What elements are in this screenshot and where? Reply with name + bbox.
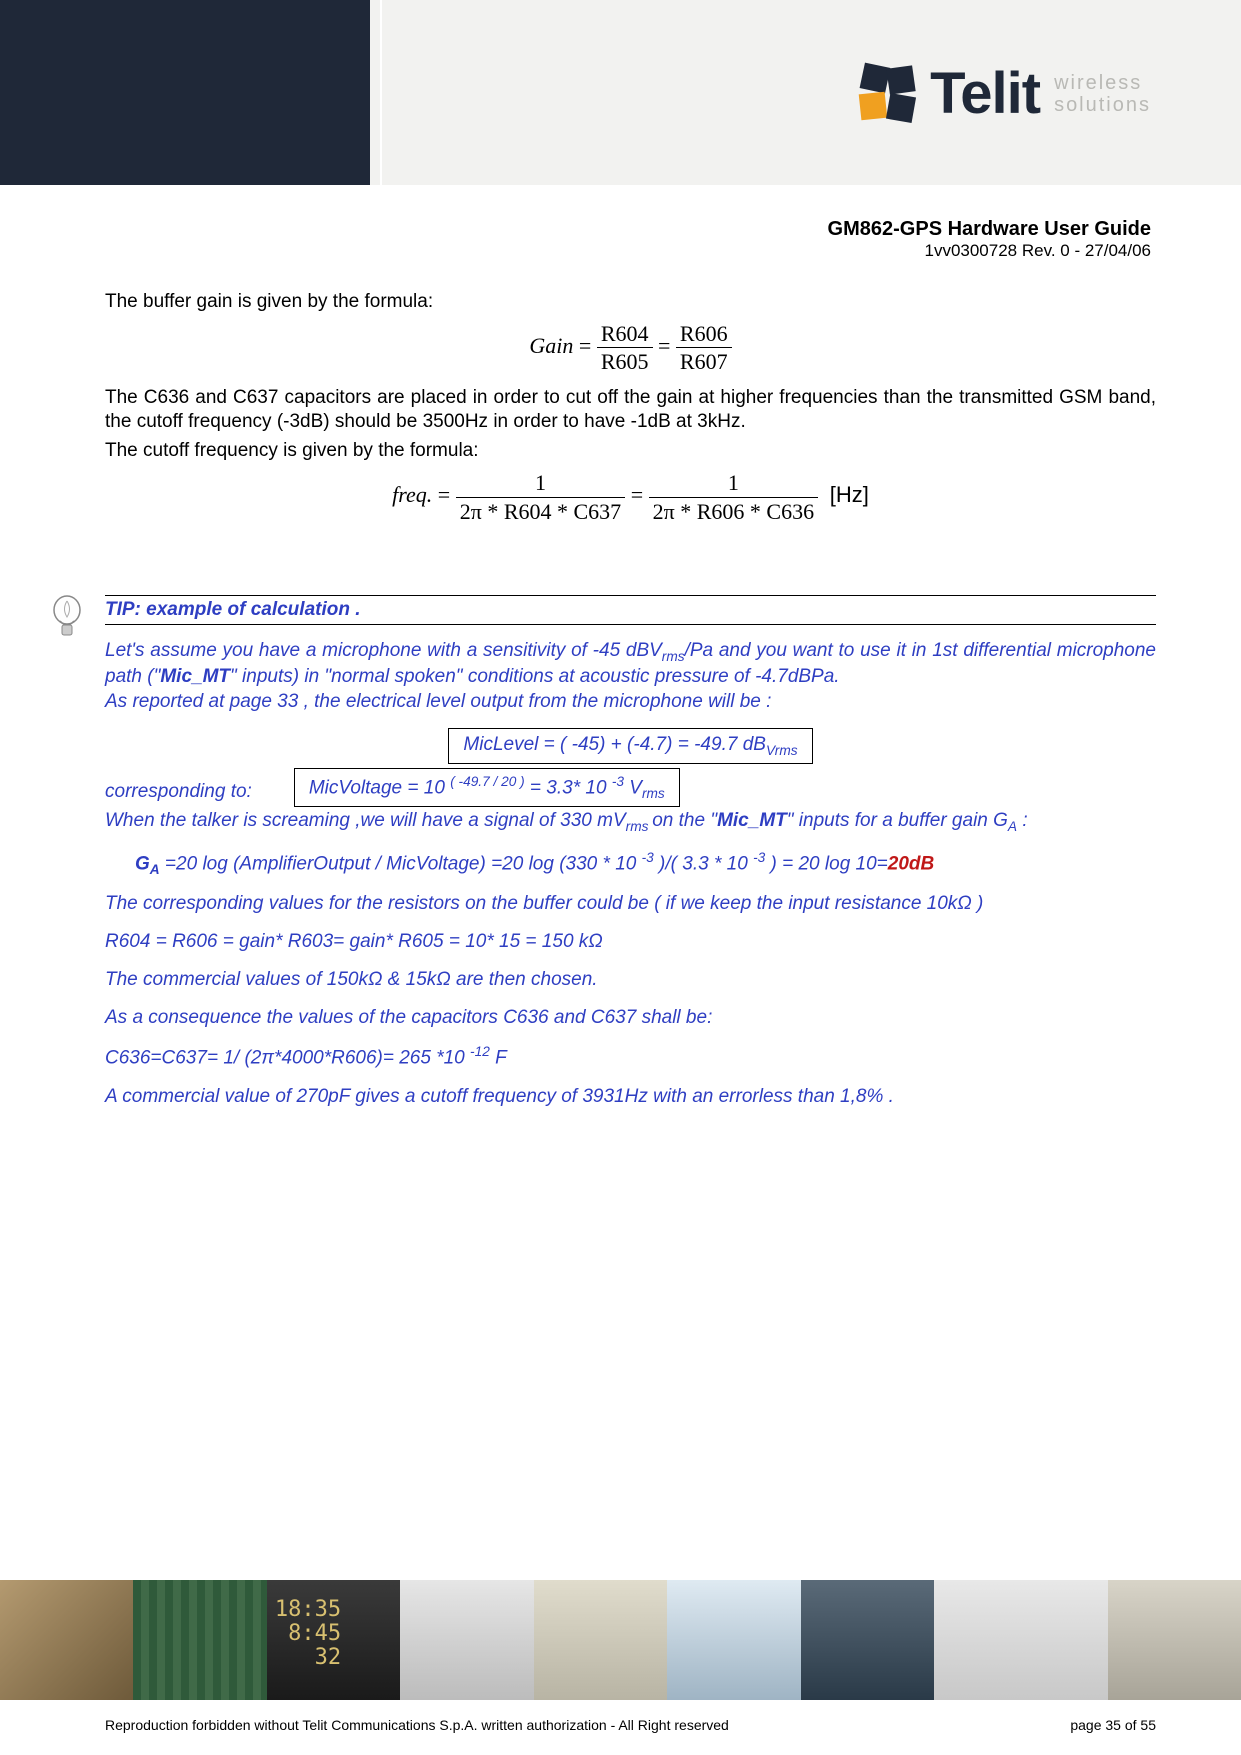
eq1-A: A <box>150 862 160 877</box>
footer: Reproduction forbidden without Telit Com… <box>105 1717 1156 1733</box>
freq-num1: 1 <box>456 469 625 497</box>
gain-f2-den: R607 <box>676 347 732 376</box>
tip-body: Let's assume you have a microphone with … <box>105 639 1156 1109</box>
tip-p6: As a consequence the values of the capac… <box>105 1006 1156 1030</box>
tip-p3c-sub: A <box>1008 819 1017 834</box>
tip-p3: When the talker is screaming ,we will ha… <box>105 809 1156 835</box>
eq1c: )/( 3.3 * 10 <box>654 854 753 875</box>
eq1b: =20 log (AmplifierOutput / MicVoltage) =… <box>160 854 642 875</box>
box1-text: MicLevel = ( -45) + (-4.7) = -49.7 dB <box>463 734 766 755</box>
box2a: MicVoltage = 10 <box>309 777 450 798</box>
tip-p4: The corresponding values for the resisto… <box>105 892 1156 916</box>
tip-p2: As reported at page 33 , the electrical … <box>105 690 1156 714</box>
tip-p3c: " inputs for a buffer gain G <box>787 810 1008 831</box>
content-area: The buffer gain is given by the formula:… <box>105 290 1156 1122</box>
tip-mic-mt-2: Mic_MT <box>717 810 787 831</box>
box2-sup: ( -49.7 / 20 ) <box>450 774 524 789</box>
tip-mic-mt-1: Mic_MT <box>160 666 230 687</box>
tip-p1a-sub: rms <box>662 649 685 664</box>
eq3-sup: -12 <box>470 1044 490 1059</box>
para-cutoff-intro: The cutoff frequency is given by the for… <box>105 439 1156 463</box>
tip-p3a-sub: rms <box>626 819 653 834</box>
logo-mark-icon <box>858 65 916 123</box>
box-micvoltage: MicVoltage = 10 ( -49.7 / 20 ) = 3.3* 10… <box>294 768 680 807</box>
tip-label: TIP: example of calculation . <box>105 596 1156 624</box>
logo-tag-1: wireless <box>1054 72 1151 94</box>
freq-formula: freq. = 1 2π * R604 * C637 = 1 2π * R606… <box>105 469 1156 525</box>
box1-wrap: MicLevel = ( -45) + (-4.7) = -49.7 dBVrm… <box>105 728 1156 764</box>
tip-eq1: GA =20 log (AmplifierOutput / MicVoltage… <box>105 849 1156 878</box>
tip-corr: corresponding to: <box>105 780 252 808</box>
tip-p5: The commercial values of 150kΩ & 15kΩ ar… <box>105 968 1156 992</box>
tip-p3b: on the " <box>652 810 717 831</box>
box2-sub: rms <box>642 786 665 801</box>
para-cutoff-desc: The C636 and C637 capacitors are placed … <box>105 386 1156 434</box>
tip-p1a: Let's assume you have a microphone with … <box>105 640 662 661</box>
eq1d: ) = 20 log 10= <box>765 854 888 875</box>
gain-f2-num: R606 <box>676 320 732 348</box>
corr-row: corresponding to: MicVoltage = 10 ( -49.… <box>105 768 1156 807</box>
box2c: V <box>624 777 642 798</box>
eq1-sup1: -3 <box>642 850 654 865</box>
tip-p1c: " inputs) in "normal spoken" conditions … <box>230 666 840 687</box>
eq3a: C636=C637= 1/ (2π*4000*R606)= 265 *10 <box>105 1048 470 1069</box>
gain-f1-num: R604 <box>597 320 653 348</box>
freq-num2: 1 <box>649 469 818 497</box>
tip-section: TIP: example of calculation . Let's assu… <box>105 595 1156 1108</box>
gain-formula: Gain = R604 R605 = R606 R607 <box>105 320 1156 376</box>
tip-rule-bot <box>105 624 1156 625</box>
footer-left: Reproduction forbidden without Telit Com… <box>105 1717 729 1733</box>
doc-title-block: GM862-GPS Hardware User Guide 1vv0300728… <box>828 218 1151 261</box>
box-miclevel: MicLevel = ( -45) + (-4.7) = -49.7 dBVrm… <box>448 728 812 764</box>
header-dark-block <box>0 0 370 185</box>
tip-eq2: R604 = R606 = gain* R603= gain* R605 = 1… <box>105 930 1156 954</box>
logo-text: Telit <box>930 60 1040 127</box>
logo-tagline: wireless solutions <box>1054 72 1151 116</box>
eq1-sup2: -3 <box>753 850 765 865</box>
box2-sup2: -3 <box>612 774 624 789</box>
freq-den1: 2π * R604 * C637 <box>456 497 625 526</box>
freq-unit: [Hz] <box>830 482 869 507</box>
freq-lhs: freq. <box>392 482 432 507</box>
eq1-G: G <box>135 854 150 875</box>
tip-p3d: : <box>1017 810 1028 831</box>
tip-p3a: When the talker is screaming ,we will ha… <box>105 810 626 831</box>
logo: Telit wireless solutions <box>858 60 1151 127</box>
box2b: = 3.3* 10 <box>525 777 612 798</box>
logo-tag-2: solutions <box>1054 94 1151 116</box>
para-gain-intro: The buffer gain is given by the formula: <box>105 290 1156 314</box>
box1-sub: Vrms <box>766 743 798 758</box>
doc-title: GM862-GPS Hardware User Guide <box>828 218 1151 241</box>
gain-f1-den: R605 <box>597 347 653 376</box>
tip-eq3: C636=C637= 1/ (2π*4000*R606)= 265 *10 -1… <box>105 1043 1156 1070</box>
header-divider <box>380 0 382 185</box>
tip-p7: A commercial value of 270pF gives a cuto… <box>105 1085 1156 1109</box>
tip-p1: Let's assume you have a microphone with … <box>105 639 1156 689</box>
freq-den2: 2π * R606 * C636 <box>649 497 818 526</box>
gain-lhs: Gain <box>529 333 573 358</box>
footer-right: page 35 of 55 <box>1070 1717 1156 1733</box>
lightbulb-icon <box>50 595 84 648</box>
footer-banner: 18:35 8:45 32 <box>0 1580 1241 1700</box>
eq1-result: 20dB <box>888 854 934 875</box>
doc-rev: 1vv0300728 Rev. 0 - 27/04/06 <box>828 241 1151 261</box>
eq3b: F <box>490 1048 507 1069</box>
